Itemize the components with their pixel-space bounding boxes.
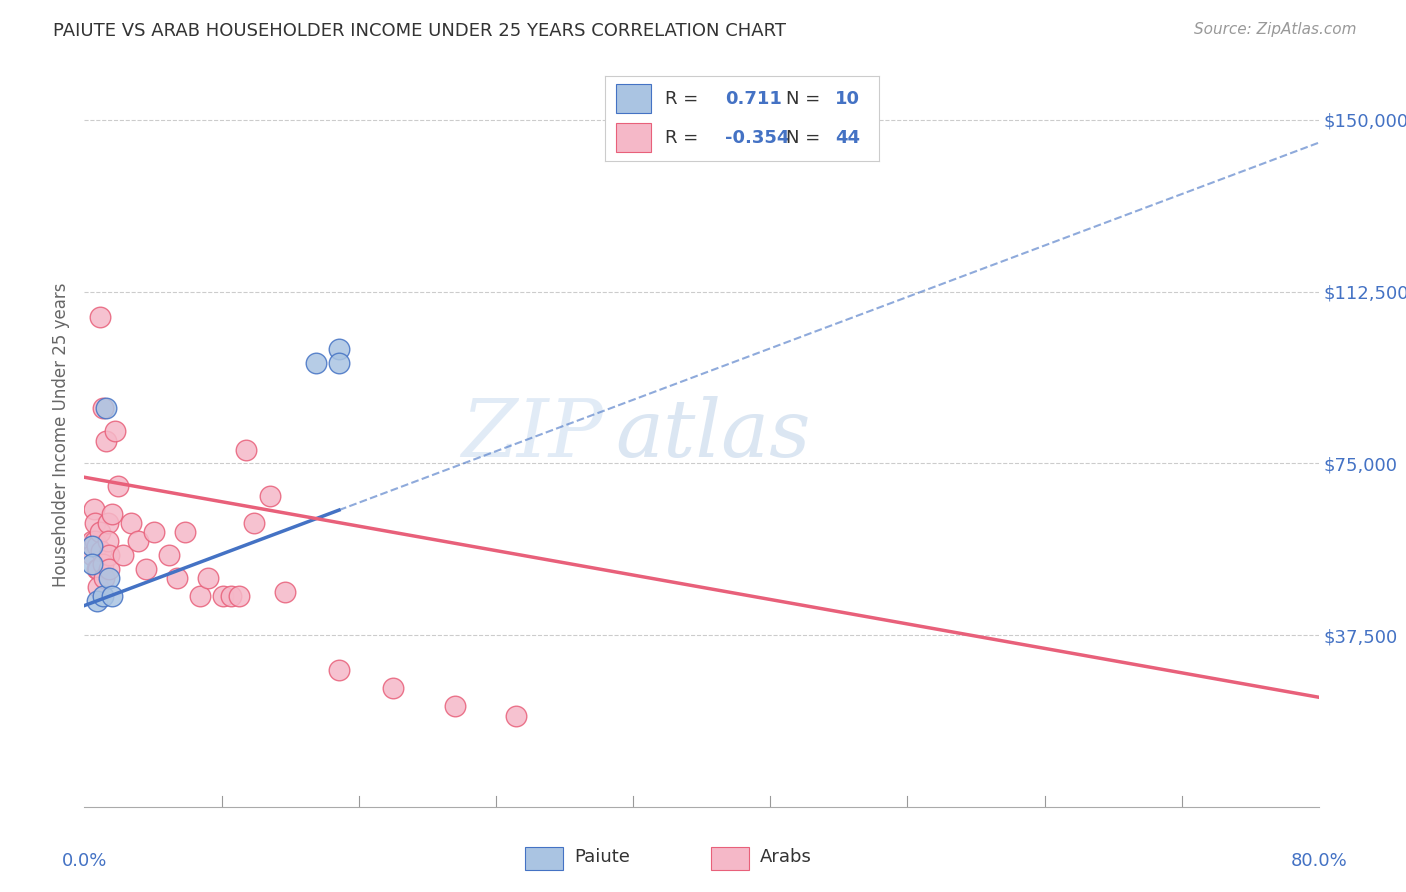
Point [89,310,111,324]
Point [98,562,121,576]
Point [91,590,114,604]
Point [135,562,157,576]
Point [505,708,527,723]
Point [91,558,114,572]
Bar [710,847,748,870]
Point [212,590,235,604]
Point [96,534,118,549]
Point [101,507,124,521]
Point [98,571,121,585]
Point [90,543,112,558]
Point [86,539,108,553]
Bar [616,123,651,152]
Point [197,571,219,585]
Point [87,580,110,594]
Point [84,516,107,530]
Text: -0.354: -0.354 [725,128,790,146]
Point [120,516,142,530]
Point [96,516,118,530]
Point [328,342,350,356]
Text: Paiute: Paiute [574,848,630,866]
Point [259,489,281,503]
Point [80,558,103,572]
Point [443,699,465,714]
Point [107,479,129,493]
Point [80,534,103,549]
Point [86,562,108,576]
Point [87,562,110,576]
Point [243,516,266,530]
Point [84,534,107,549]
Point [157,548,180,562]
Point [104,425,127,439]
Point [305,356,328,370]
Point [328,356,350,370]
Point [127,534,149,549]
Point [91,401,114,416]
Point [235,442,257,457]
Point [98,548,121,562]
Bar [616,85,651,113]
Point [80,539,103,553]
Point [173,525,195,540]
Point [142,525,165,540]
Point [188,590,211,604]
Bar [524,847,562,870]
Y-axis label: Householder Income Under 25 years: Householder Income Under 25 years [52,283,70,587]
Point [219,590,242,604]
Text: atlas: atlas [616,396,810,474]
Text: N =: N = [786,90,820,108]
Text: 44: 44 [835,128,860,146]
Point [328,663,350,677]
Point [274,584,297,599]
Point [228,590,250,604]
Point [80,548,103,562]
Text: 0.0%: 0.0% [62,852,107,870]
Text: 0.711: 0.711 [725,90,782,108]
Point [94,434,117,448]
Text: PAIUTE VS ARAB HOUSEHOLDER INCOME UNDER 25 YEARS CORRELATION CHART: PAIUTE VS ARAB HOUSEHOLDER INCOME UNDER … [53,22,786,40]
Text: 80.0%: 80.0% [1291,852,1347,870]
Point [166,571,188,585]
Point [111,548,134,562]
Text: 10: 10 [835,90,860,108]
Point [94,401,117,416]
Point [93,571,115,585]
Point [86,594,108,608]
Point [101,590,124,604]
Point [382,681,405,695]
Text: Arabs: Arabs [759,848,811,866]
Text: ZIP: ZIP [461,396,603,474]
Text: N =: N = [786,128,820,146]
Point [89,525,111,540]
Text: R =: R = [665,128,699,146]
Text: R =: R = [665,90,699,108]
Point [83,502,105,516]
Text: Source: ZipAtlas.com: Source: ZipAtlas.com [1194,22,1357,37]
